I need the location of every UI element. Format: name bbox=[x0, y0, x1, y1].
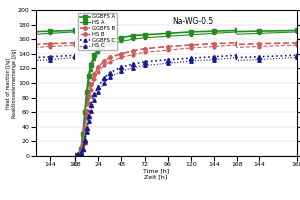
Text: Na-WG-0.5: Na-WG-0.5 bbox=[172, 17, 214, 26]
X-axis label: Time [h]
Zeit [h]: Time [h] Zeit [h] bbox=[143, 169, 169, 179]
Legend: GGBFS A, HS A, GGBFS B, HS B, GGBFS C, HS C: GGBFS A, HS A, GGBFS B, HS B, GGBFS C, H… bbox=[78, 13, 117, 50]
Y-axis label: Heat of reaction [J/g]
Reaktionswärmemenge [J/g]: Heat of reaction [J/g] Reaktionswärmemen… bbox=[6, 48, 16, 118]
